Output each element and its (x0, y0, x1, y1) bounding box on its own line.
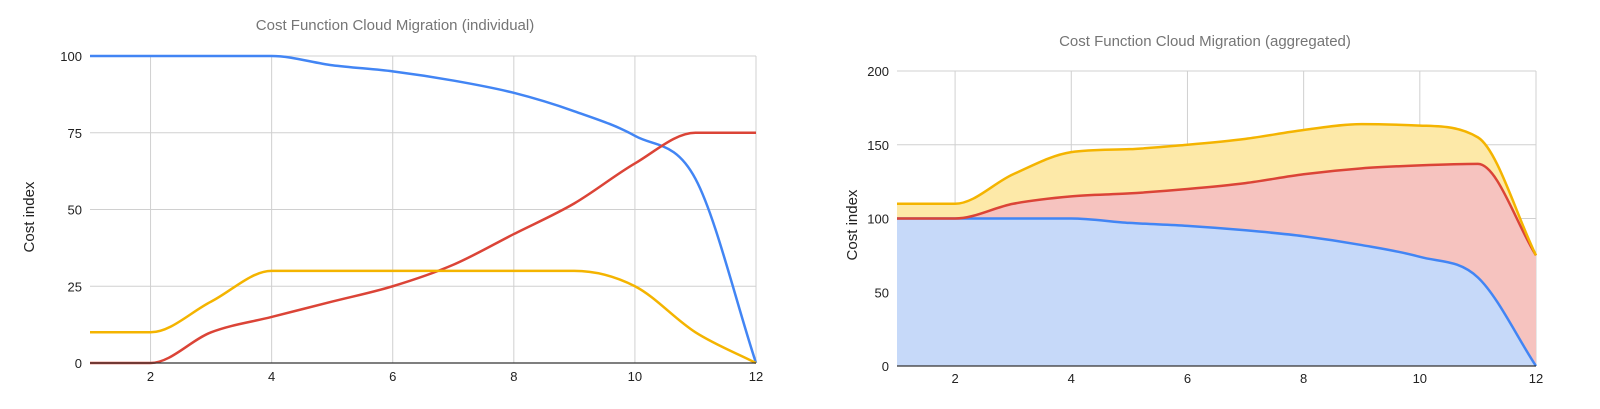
area-fill-series-2 (897, 163, 1536, 366)
area-line-series-2 (897, 162, 1538, 257)
x-tick-label: 12 (1529, 371, 1543, 386)
y-tick-label: 75 (68, 126, 82, 141)
y-axis-label: Cost index (844, 189, 861, 260)
aggregated-area-chart: Cost Function Cloud Migration (aggregate… (844, 33, 1543, 386)
y-tick-label: 50 (68, 203, 82, 218)
x-tick-label: 10 (628, 369, 642, 384)
x-tick-label: 6 (1184, 371, 1191, 386)
y-tick-label: 150 (867, 138, 889, 153)
y-tick-label: 200 (867, 64, 889, 79)
x-tick-label: 8 (510, 369, 517, 384)
y-tick-label: 0 (75, 356, 82, 371)
y-tick-label: 100 (867, 212, 889, 227)
chart-title: Cost Function Cloud Migration (individua… (256, 17, 534, 34)
x-tick-label: 4 (268, 369, 275, 384)
x-tick-label: 2 (147, 369, 154, 384)
line-series-3 (89, 269, 757, 365)
x-tick-label: 12 (749, 369, 763, 384)
area-fill-series-3 (897, 124, 1536, 256)
chart-title: Cost Function Cloud Migration (aggregate… (1059, 33, 1351, 50)
x-tick-label: 4 (1068, 371, 1075, 386)
x-tick-label: 6 (389, 369, 396, 384)
y-axis-label: Cost index (21, 181, 38, 252)
gridlines (90, 55, 757, 363)
x-tick-label: 8 (1300, 371, 1307, 386)
area-fill-series-1 (897, 218, 1536, 366)
area-line-series-3 (897, 122, 1538, 256)
area-line-series-1 (897, 217, 1538, 367)
line-series-1 (90, 54, 758, 364)
y-tick-label: 50 (875, 285, 889, 300)
line-series-2 (89, 131, 756, 365)
y-tick-label: 25 (68, 279, 82, 294)
individual-line-chart: Cost Function Cloud Migration (individua… (21, 17, 763, 384)
x-tick-label: 2 (951, 371, 958, 386)
y-tick-label: 0 (882, 359, 889, 374)
y-tick-label: 100 (60, 49, 82, 64)
x-tick-label: 10 (1413, 371, 1427, 386)
